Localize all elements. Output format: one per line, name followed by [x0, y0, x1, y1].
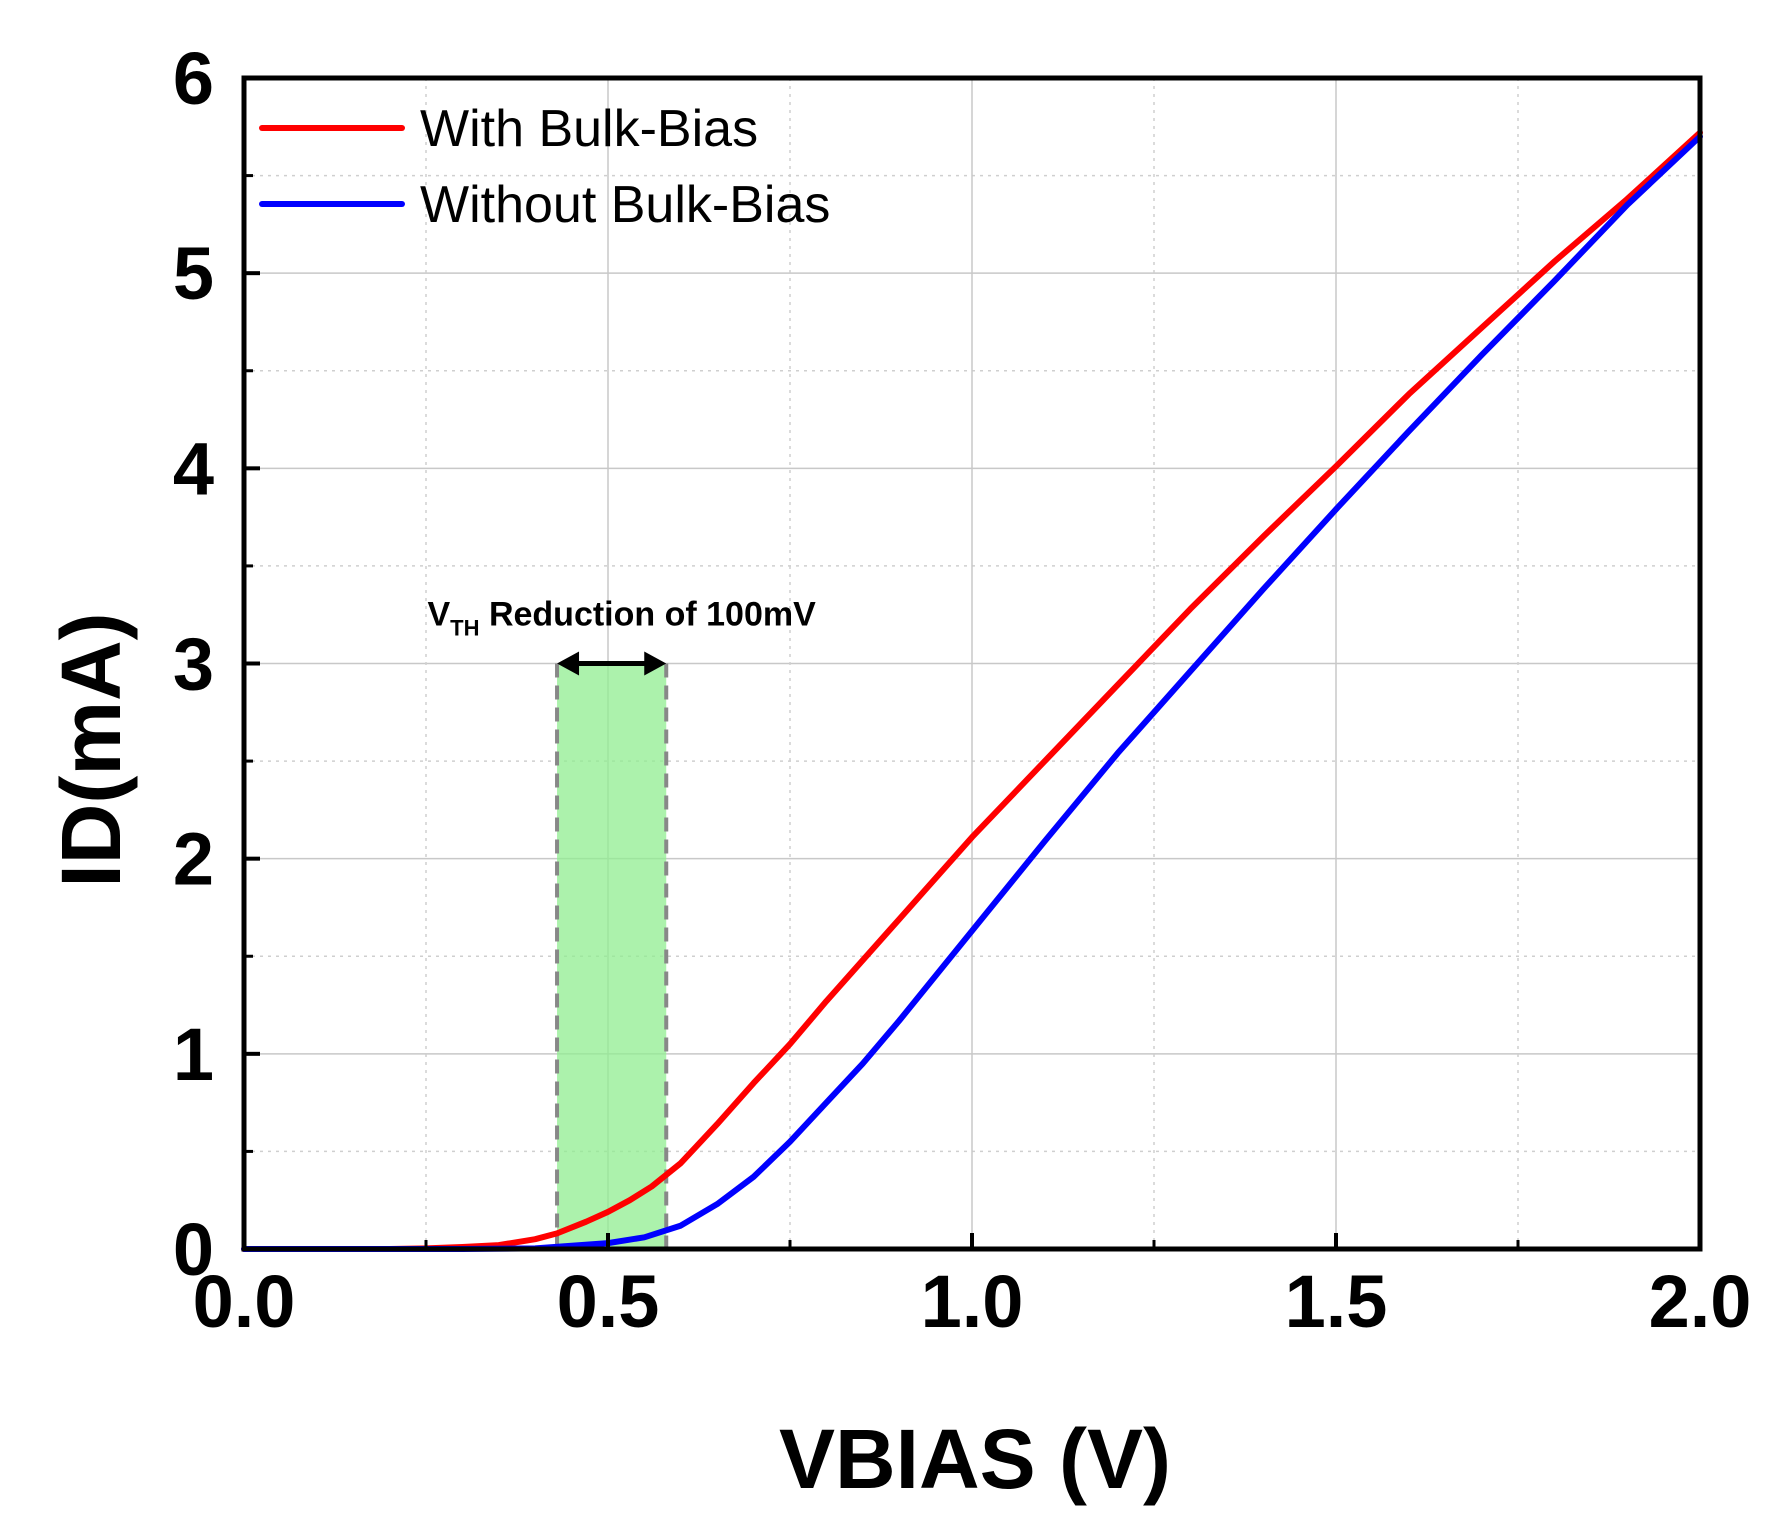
y-tick-label: 4 [173, 427, 214, 510]
series-line-without-bulk-bias [241, 133, 1703, 1252]
x-tick-label: 0.0 [193, 1260, 296, 1343]
series-line-with-bulk-bias [241, 129, 1703, 1252]
vth-annotation: VTH Reduction of 100mV [427, 596, 816, 676]
axes [241, 75, 1703, 1252]
vth-arrow-head-left [557, 651, 580, 676]
y-tick-label: 0 [173, 1208, 214, 1291]
vth-highlight-rect [557, 663, 667, 1249]
vth-annotation-label: VTH Reduction of 100mV [427, 596, 816, 641]
legend-label: With Bulk-Bias [420, 100, 758, 158]
x-tick-label: 2.0 [1649, 1260, 1752, 1343]
y-axis-title: ID(mA) [44, 612, 138, 887]
y-tick-label: 3 [173, 623, 214, 706]
series-lines [241, 129, 1703, 1252]
y-tick-label: 5 [173, 232, 214, 315]
tick-labels: 0.0 0.5 1.0 1.5 2.0 0 1 2 3 4 5 6 [173, 37, 1752, 1343]
legend: With Bulk-Bias Without Bulk-Bias [259, 100, 830, 234]
y-tick-label: 1 [173, 1013, 214, 1096]
x-tick-label: 1.5 [1285, 1260, 1388, 1343]
x-tick-label: 0.5 [557, 1260, 660, 1343]
vth-highlight-region [555, 663, 669, 1249]
vth-arrow-head-right [644, 651, 667, 676]
y-tick-label: 2 [173, 818, 214, 901]
legend-label: Without Bulk-Bias [420, 176, 830, 234]
x-tick-label: 1.0 [921, 1260, 1024, 1343]
x-axis-title: VBIAS (V) [779, 1412, 1171, 1506]
grid [244, 78, 1700, 1249]
y-tick-label: 6 [173, 37, 214, 120]
